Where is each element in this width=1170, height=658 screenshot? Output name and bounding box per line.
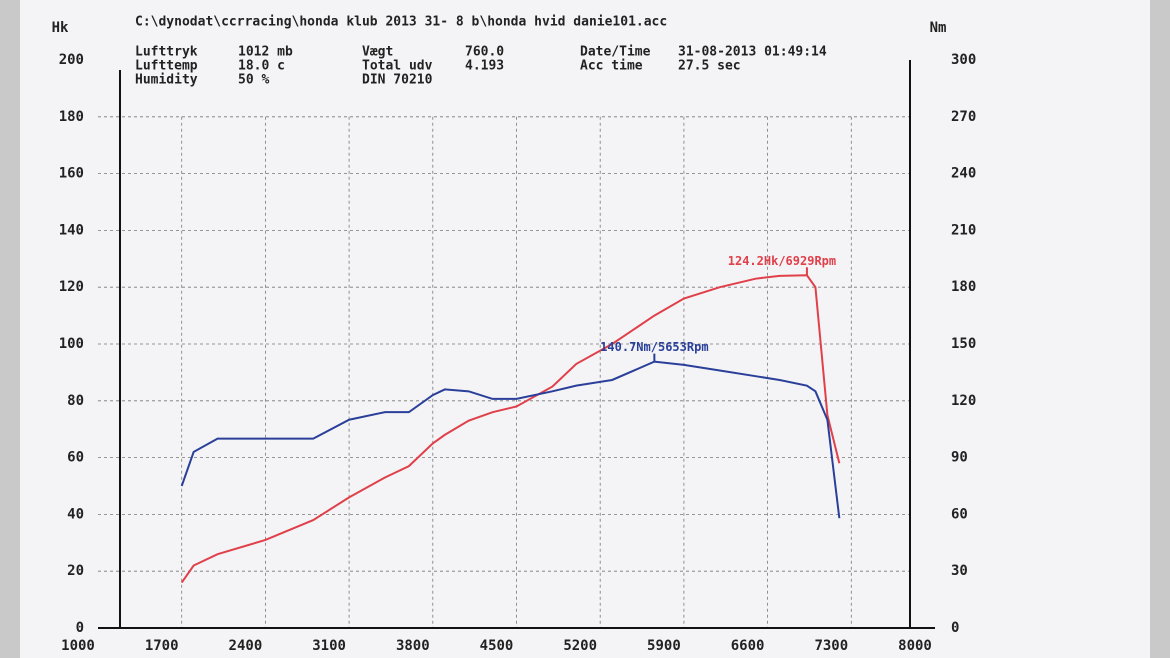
info-label: Vægt	[362, 45, 393, 60]
x-tick-label: 4500	[480, 638, 514, 654]
info-label: Lufttemp	[135, 59, 198, 74]
paper	[20, 0, 1150, 658]
info-value: 50 %	[238, 73, 269, 88]
x-tick-label: 1700	[145, 638, 179, 654]
y-tick-label: 80	[67, 393, 84, 409]
y2-tick-label: 270	[951, 109, 976, 125]
y2-tick-label: 150	[951, 336, 976, 352]
y2-tick-label: 300	[951, 52, 976, 68]
info-value: 1012 mb	[238, 45, 293, 60]
y-tick-label: 200	[59, 52, 84, 68]
x-tick-label: 8000	[898, 638, 932, 654]
y-tick-label: 20	[67, 563, 84, 579]
y2-tick-label: 240	[951, 166, 976, 182]
y-tick-label: 0	[76, 620, 84, 636]
info-label: Total udv	[362, 59, 433, 74]
x-tick-label: 3100	[312, 638, 346, 654]
info-label: Humidity	[135, 73, 198, 88]
x-tick-label: 3800	[396, 638, 430, 654]
y2-tick-label: 210	[951, 222, 976, 238]
y-tick-label: 120	[59, 279, 84, 295]
info-value: 27.5 sec	[678, 59, 741, 74]
info-label: Lufttryk	[135, 45, 198, 60]
y2-axis-title: Nm	[930, 20, 947, 36]
annotation: 124.2Hk/6929Rpm	[728, 254, 836, 268]
x-tick-label: 1000	[61, 638, 95, 654]
x-tick-label: 5900	[647, 638, 681, 654]
info-value: 18.0 c	[238, 59, 285, 74]
y2-tick-label: 90	[951, 450, 968, 466]
y-tick-label: 180	[59, 109, 84, 125]
y-tick-label: 140	[59, 222, 84, 238]
y2-tick-label: 0	[951, 620, 959, 636]
y2-tick-label: 60	[951, 506, 968, 522]
info-label: Acc time	[580, 59, 643, 74]
y-tick-label: 60	[67, 450, 84, 466]
annotation: 140.7Nm/5653Rpm	[600, 340, 708, 354]
series-line	[180, 274, 841, 584]
file-path: C:\dynodat\ccrracing\honda klub 2013 31-…	[135, 15, 667, 30]
series-line	[180, 360, 841, 519]
info-value: 4.193	[465, 59, 504, 74]
x-tick-label: 7300	[814, 638, 848, 654]
info-label: Date/Time	[580, 45, 651, 60]
x-tick-label: 2400	[229, 638, 263, 654]
y-tick-label: 160	[59, 166, 84, 182]
y2-tick-label: 120	[951, 393, 976, 409]
x-tick-label: 5200	[563, 638, 597, 654]
y-tick-label: 40	[67, 506, 84, 522]
info-value: 760.0	[465, 45, 504, 60]
x-tick-label: 6600	[731, 638, 765, 654]
info-label: DIN 70210	[362, 73, 433, 88]
info-value: 31-08-2013 01:49:14	[678, 45, 827, 60]
y2-tick-label: 180	[951, 279, 976, 295]
y2-tick-label: 30	[951, 563, 968, 579]
y-tick-label: 100	[59, 336, 84, 352]
y-axis-title: Hk	[52, 20, 69, 36]
